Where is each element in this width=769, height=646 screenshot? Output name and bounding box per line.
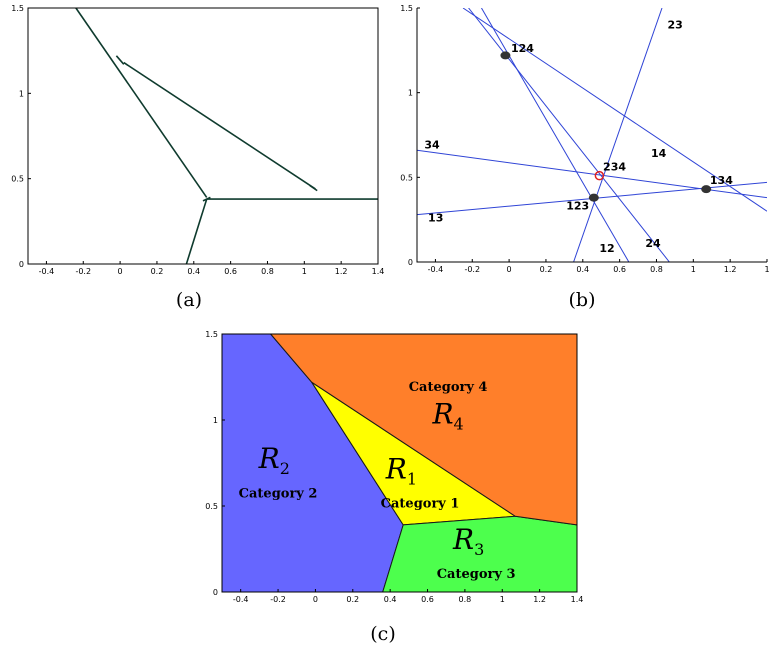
panel-b-ytick-label: 0.5	[400, 173, 413, 182]
panel-c-xtick-label: 0.8	[459, 595, 472, 604]
panel-a-xtick-label: 1.4	[372, 267, 385, 276]
panel-b-line-12	[481, 8, 630, 262]
panel-b-point-234	[594, 170, 605, 181]
panel-b-line-label-24: 24	[645, 237, 661, 250]
panel-b-xtick-label: 1	[691, 265, 696, 274]
panel-b-point-label-234: 234	[603, 161, 626, 174]
panel-a-xtick-label: 0.8	[261, 267, 274, 276]
panel-b-point-label-134: 134	[710, 174, 733, 187]
panel-c-xtick-label: 1.4	[571, 595, 584, 604]
panel-b-line-23	[573, 8, 663, 262]
panel-c-xtick-label: 0.4	[384, 595, 397, 604]
panel-a-boundary-segment	[202, 196, 211, 202]
panel-b-ytick-label: 1	[408, 89, 413, 98]
panel-b-xtick-label: 0.8	[650, 265, 663, 274]
panel-b-point-134	[701, 185, 712, 194]
panel-b-lines	[417, 8, 767, 262]
panel-c-ytick-label: 0.5	[205, 502, 218, 511]
panel-a-ytick-label: 1.5	[11, 4, 24, 13]
panel-b-xtick-label: 0.2	[540, 265, 553, 274]
panel-c-xtick-label: -0.4	[233, 595, 249, 604]
panel-a-xtick-label: 0.6	[224, 267, 237, 276]
panel-a-boundary-segment	[123, 61, 316, 190]
panel-a-plot: -0.4 -0.2 0 0.2 0.4 0.6 0.8 1 1.2 1.4 0 0.5 1 1.5	[11, 4, 384, 276]
panel-b-line-label-34: 34	[424, 139, 440, 152]
panel-b-line-14	[462, 8, 767, 212]
panel-c-label: (c)	[370, 623, 395, 645]
panel-c-region-4-category-label: Category 4	[409, 380, 488, 395]
panel-b-point-124	[500, 51, 511, 60]
panel-b-point-label-124: 124	[511, 42, 534, 55]
panel-b-axes-frame	[416, 8, 767, 263]
panel-b-line-label-12: 12	[599, 242, 614, 255]
panel-c-xtick-label: 1	[500, 595, 505, 604]
panel-b-point-label-123: 123	[566, 200, 589, 213]
panel-b-label: (b)	[569, 289, 596, 311]
panel-a-label: (a)	[176, 289, 202, 311]
panel-a-boundary-segment	[309, 184, 318, 192]
panel-c-xtick-label: -0.2	[270, 595, 286, 604]
panel-a-ytick-label: 0.5	[11, 175, 24, 184]
panel-a-ytick-label: 1	[19, 89, 24, 98]
panel-b-xtick-label: -0.4	[428, 265, 444, 274]
panel-b-line-label-14: 14	[651, 147, 667, 160]
panel-a-boundary-segment	[115, 55, 125, 65]
panel-c-xtick-label: 0.6	[421, 595, 434, 604]
panel-a-xtick-label: 1	[302, 267, 307, 276]
panel-c-region-1-category-label: Category 1	[381, 497, 460, 512]
panel-a-xtick-label: -0.2	[75, 267, 91, 276]
panel-b-xtick-label: 0.4	[576, 265, 589, 274]
panel-b-ytick-label: 1.5	[400, 4, 413, 13]
panel-a-xtick-label: -0.4	[39, 267, 55, 276]
panel-a: -0.4 -0.2 0 0.2 0.4 0.6 0.8 1 1.2 1.4 0 0.5 1 1.5 (a)	[11, 4, 384, 311]
panel-a-boundary-segment	[75, 7, 208, 198]
panel-c-region-4-symbol: R4	[431, 397, 463, 433]
panel-b-line-label-23: 23	[668, 18, 683, 31]
panel-c-region-1-symbol: R1	[385, 452, 417, 488]
panel-c-region-2-category-label: Category 2	[239, 486, 318, 501]
panel-c-ytick-label: 1.5	[205, 330, 218, 339]
panel-c-region-3-category-label: Category 3	[437, 567, 516, 582]
panel-a-ytick-label: 0	[19, 260, 24, 269]
panel-b-point-123	[588, 193, 599, 202]
panel-b-xtick-label: -0.2	[464, 265, 480, 274]
panel-a-xtick-label: 1.2	[335, 267, 348, 276]
panel-c-xtick-label: 0	[313, 595, 318, 604]
panel-b-line-label-13: 13	[428, 211, 443, 224]
panel-c-region-2-symbol: R2	[258, 442, 290, 478]
panel-a-xtick-label: 0.4	[187, 267, 200, 276]
panel-b-xtick-label: 1.2	[724, 265, 737, 274]
panel-b-ytick-label: 0	[408, 258, 413, 267]
panel-c-xtick-label: 0.2	[346, 595, 359, 604]
panel-b-xtick-label: 0.6	[613, 265, 626, 274]
panel-c-region-3-symbol: R3	[452, 523, 484, 559]
panel-c-plot: R2 Category 2 R1 Category 1 R3 Category 3 R4 Ca…	[205, 330, 583, 604]
panel-c-axes-frame	[221, 333, 578, 593]
panel-b-line-24	[468, 8, 670, 262]
panel-c-ytick-label: 0	[213, 588, 218, 597]
panel-a-axes-frame	[27, 7, 379, 265]
panel-a-xtick-label: 0	[118, 267, 123, 276]
panel-b: 23 14 34 13 12 24 124 234 123 134 -0.4 -0.2 0 0.2 0.4 0…	[400, 4, 769, 311]
panel-b-xtick-label: 1	[764, 265, 769, 274]
panel-b-xtick-label: 0	[507, 265, 512, 274]
panel-c-xtick-label: 1.2	[533, 595, 546, 604]
panel-c: R2 Category 2 R1 Category 1 R3 Category 3 R4 Ca…	[205, 330, 583, 645]
panel-a-boundary-segment	[185, 198, 208, 265]
panel-a-xtick-label: 0.2	[151, 267, 164, 276]
panel-c-ytick-label: 1	[213, 416, 218, 425]
panel-b-plot: 23 14 34 13 12 24 124 234 123 134 -0.4 -0.2 0 0.2 0.4 0…	[400, 4, 769, 274]
